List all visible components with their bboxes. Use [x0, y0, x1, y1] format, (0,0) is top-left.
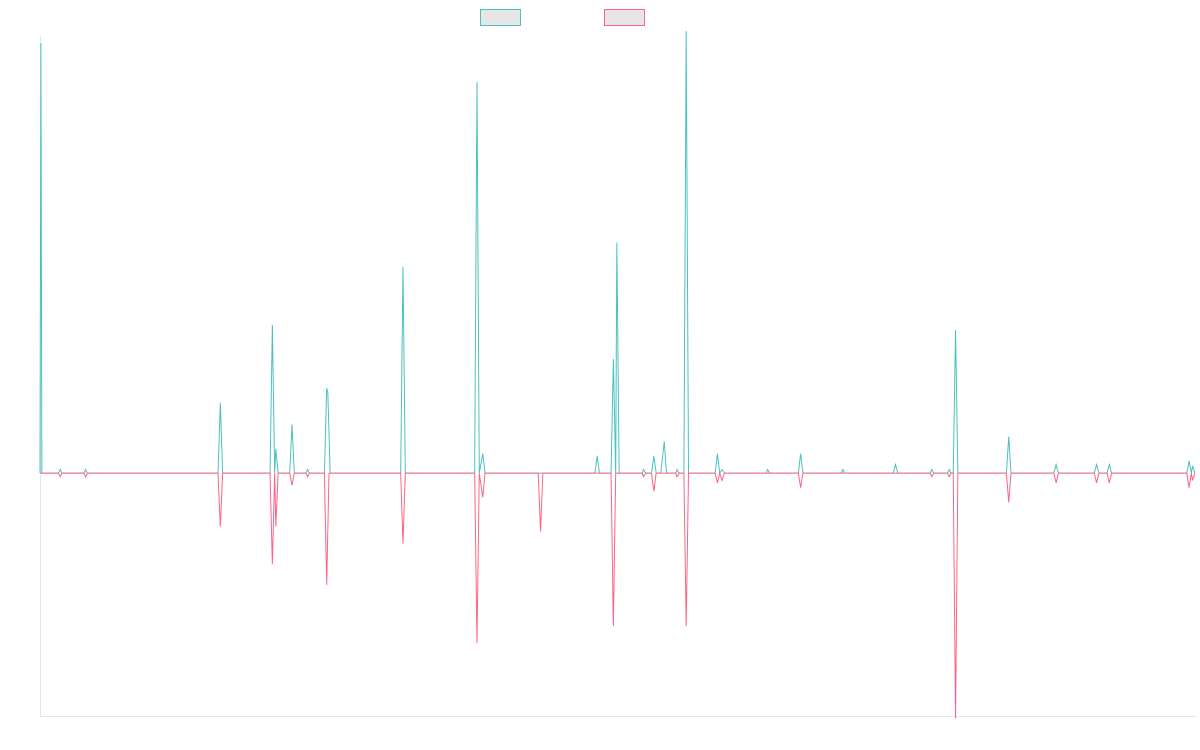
- series-layer: [39, 31, 1196, 719]
- legend[interactable]: [480, 9, 645, 26]
- series-a-line: [39, 31, 1196, 475]
- series-b-line: [40, 471, 1196, 719]
- legend-swatch-series-b[interactable]: [604, 9, 645, 26]
- legend-swatch-series-a[interactable]: [480, 9, 521, 26]
